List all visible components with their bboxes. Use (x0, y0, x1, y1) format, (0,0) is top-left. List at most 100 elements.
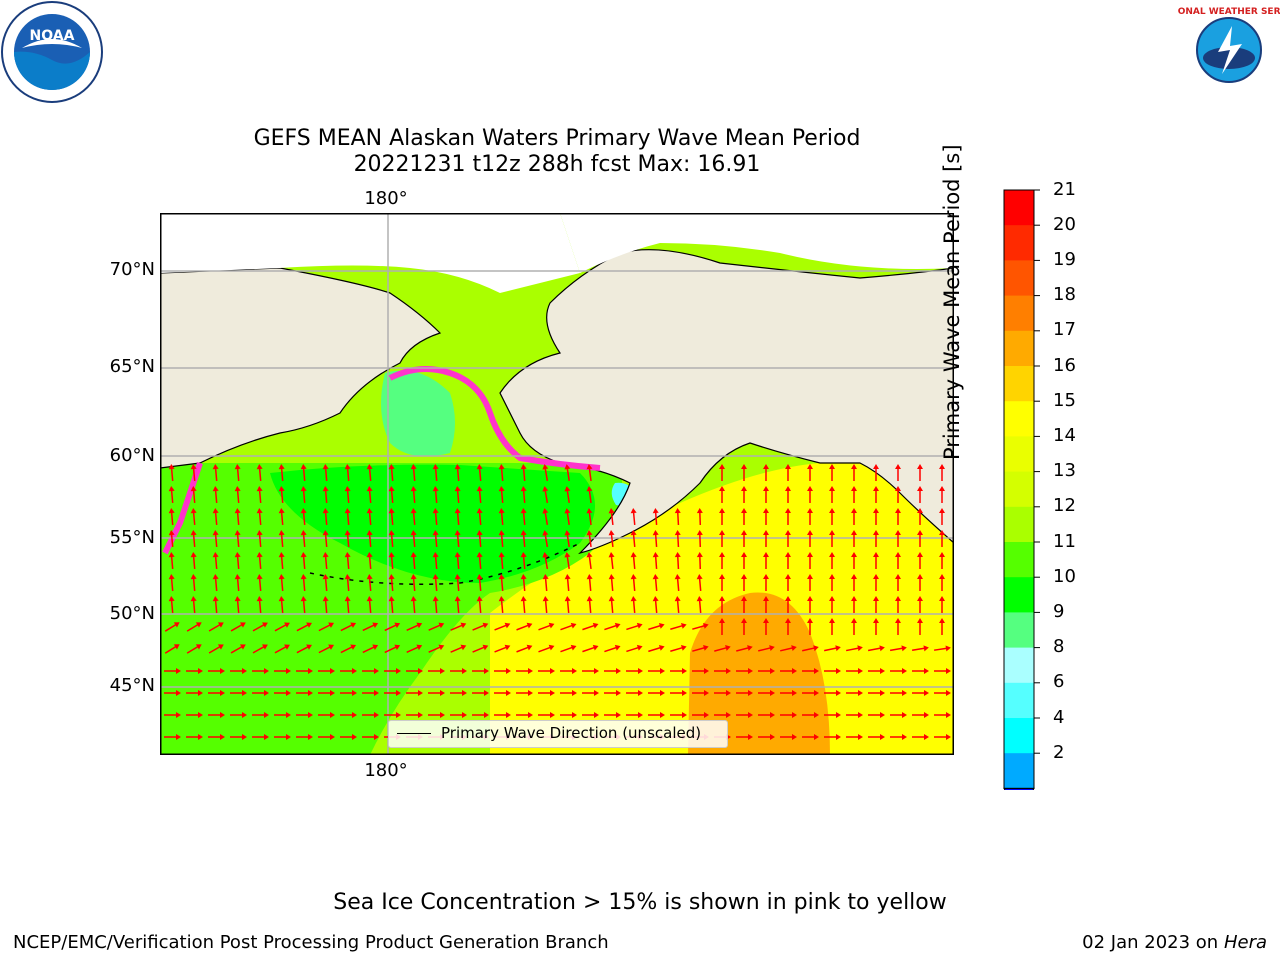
wave-direction-arrow (829, 464, 835, 481)
wave-direction-arrow (344, 508, 351, 526)
wave-direction-arrow (494, 622, 511, 631)
colorbar (990, 180, 1110, 818)
wave-direction-arrow (428, 668, 445, 674)
wave-direction-arrow (234, 552, 241, 570)
wave-direction-arrow (719, 464, 725, 481)
wave-direction-arrow (366, 552, 373, 570)
wave-direction-arrow (344, 574, 351, 592)
wave-direction-arrow (234, 486, 241, 504)
wave-direction-arrow (846, 734, 863, 740)
wave-direction-arrow (384, 690, 401, 696)
wave-direction-arrow (696, 552, 703, 570)
sea-ice-note: Sea Ice Concentration > 15% is shown in … (333, 890, 947, 915)
wave-direction-arrow (741, 464, 747, 481)
wave-direction-arrow (807, 552, 813, 569)
wave-direction-arrow (604, 622, 621, 631)
wave-direction-arrow (406, 622, 423, 631)
wave-direction-arrow (824, 668, 841, 674)
wave-direction-arrow (406, 712, 423, 718)
wave-direction-arrow (454, 596, 461, 614)
wave-direction-arrow (340, 712, 357, 718)
colorbar-segment (1004, 506, 1034, 543)
wave-direction-arrow (318, 712, 335, 718)
wave-direction-arrow (472, 690, 489, 696)
wave-direction-arrow (384, 668, 401, 674)
wave-direction-arrow (362, 622, 379, 632)
wave-direction-arrow (520, 486, 527, 504)
wave-direction-arrow (763, 596, 769, 613)
wave-direction-arrow (366, 574, 373, 592)
wave-direction-arrow (274, 690, 291, 696)
wave-direction-arrow (278, 464, 285, 482)
field-9s (381, 370, 455, 457)
wave-direction-arrow (164, 644, 180, 654)
wave-direction-arrow (564, 508, 571, 526)
wave-direction-arrow (890, 668, 907, 674)
wave-direction-arrow (652, 552, 659, 570)
wave-direction-arrow (696, 508, 703, 526)
wave-direction-arrow (472, 712, 489, 718)
cbar-tick-20: 20 (1053, 214, 1076, 235)
wave-direction-arrow (829, 596, 835, 613)
wave-direction-arrow (230, 622, 246, 632)
wave-direction-arrow (917, 464, 923, 481)
wave-direction-arrow (652, 530, 659, 548)
wave-direction-arrow (939, 552, 945, 569)
wave-direction-arrow (719, 508, 725, 525)
wave-direction-arrow (674, 596, 681, 614)
cbar-tick-14: 14 (1053, 425, 1076, 446)
wave-direction-arrow (741, 552, 747, 569)
wave-direction-arrow (388, 508, 395, 526)
wave-direction-arrow (366, 530, 373, 548)
colorbar-svg (1003, 189, 1040, 818)
wave-direction-arrow (895, 486, 901, 503)
wave-direction-arrow (296, 690, 313, 696)
wave-direction-arrow (780, 712, 797, 718)
footer-org: NCEP/EMC/Verification Post Processing Pr… (13, 932, 609, 953)
wave-direction-arrow (785, 508, 791, 525)
wave-direction-arrow (450, 622, 467, 631)
cbar-tick-16: 16 (1053, 355, 1076, 376)
wave-direction-arrow (608, 574, 615, 592)
wave-direction-arrow (846, 712, 863, 718)
wave-direction-arrow (322, 552, 329, 570)
wave-direction-arrow (432, 574, 439, 592)
colorbar-segment (1004, 718, 1034, 754)
wave-direction-arrow (626, 644, 643, 653)
wave-direction-arrow (802, 645, 819, 652)
wave-direction-arrow (807, 596, 813, 613)
wave-direction-arrow (846, 645, 863, 652)
wave-direction-arrow (889, 645, 907, 652)
chart-subtitle: 20221231 t12z 288h fcst Max: 16.91 (353, 152, 761, 177)
wave-direction-arrow (785, 464, 791, 481)
wave-direction-arrow (516, 644, 533, 653)
wave-direction-arrow (741, 618, 747, 635)
wave-direction-arrow (868, 690, 885, 696)
wave-direction-arrow (586, 530, 593, 548)
wave-direction-arrow (230, 690, 247, 696)
wave-direction-arrow (736, 734, 753, 740)
wave-direction-arrow (190, 574, 197, 592)
wave-direction-arrow (450, 690, 467, 696)
wave-direction-arrow (912, 734, 929, 740)
wave-direction-arrow (296, 712, 313, 718)
wave-direction-arrow (388, 486, 395, 504)
wave-direction-arrow (190, 508, 197, 526)
wave-direction-arrows (164, 464, 951, 740)
wave-direction-arrow (428, 644, 445, 653)
wave-direction-arrow (428, 622, 445, 631)
wave-direction-arrow (186, 668, 203, 674)
wave-direction-arrow (472, 668, 489, 674)
wave-direction-arrow (366, 464, 373, 482)
wave-direction-arrow (520, 574, 527, 592)
lon-label-bottom: 180° (364, 760, 408, 781)
wave-direction-arrow (168, 596, 175, 614)
wave-direction-arrow (895, 464, 901, 481)
wave-direction-arrow (829, 508, 835, 525)
wave-direction-arrow (807, 530, 813, 547)
wave-direction-arrow (340, 622, 357, 632)
wave-direction-arrow (674, 508, 681, 526)
wave-direction-arrow (586, 574, 593, 592)
wave-direction-arrow (406, 690, 423, 696)
wave-direction-arrow (278, 596, 285, 614)
